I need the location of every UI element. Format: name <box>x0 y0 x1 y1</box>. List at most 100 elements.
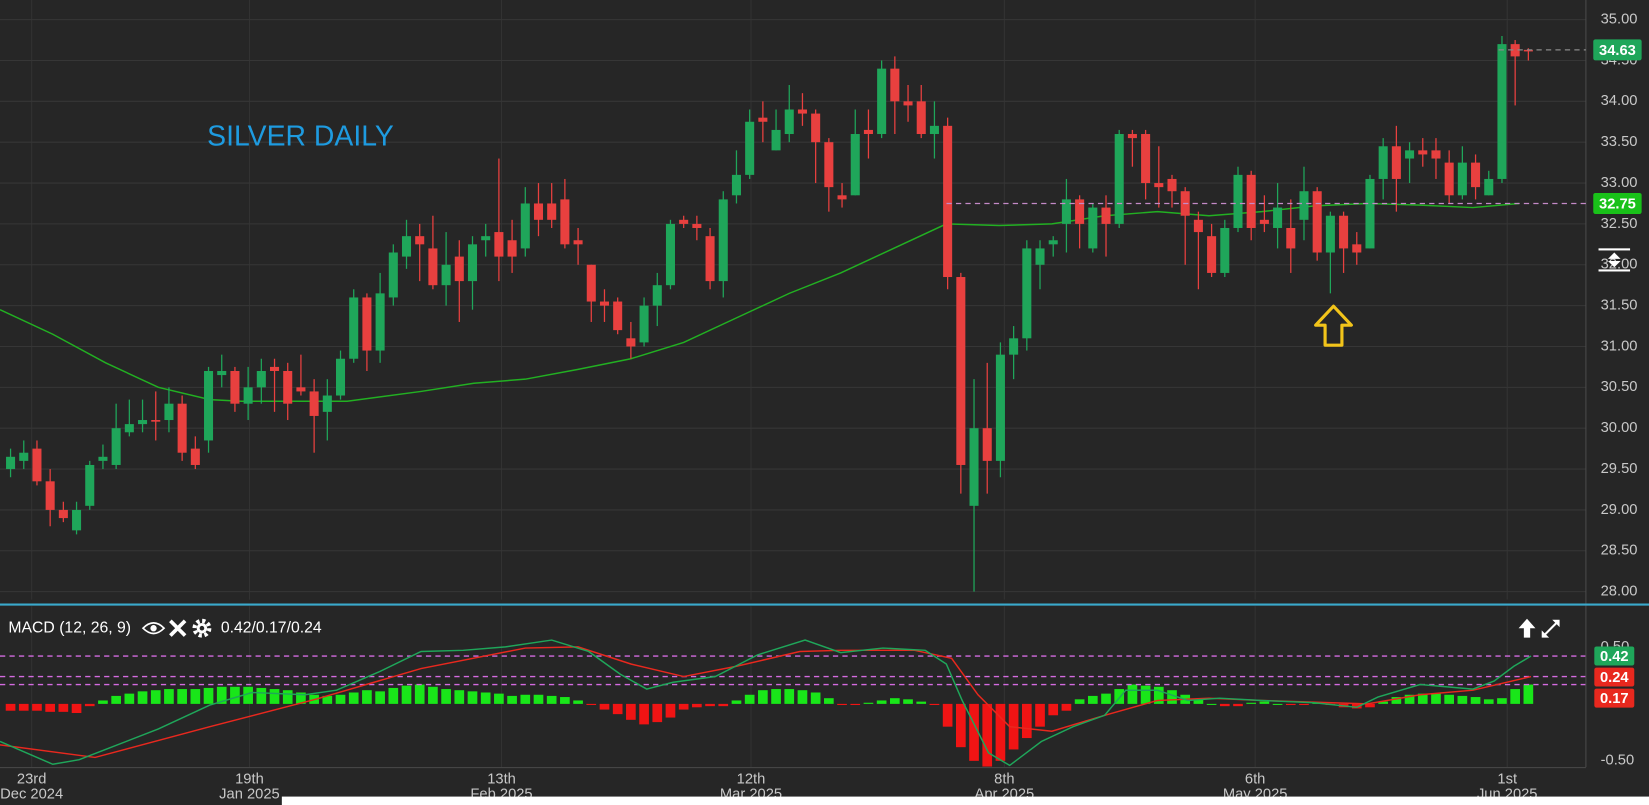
histogram-bar <box>599 703 610 710</box>
candle-body <box>204 370 214 441</box>
histogram-bar <box>282 690 293 704</box>
candle-body <box>1207 236 1217 273</box>
candle-body <box>1061 199 1071 224</box>
y-tick-label: 33.50 <box>1601 134 1638 150</box>
candle-body <box>415 236 425 245</box>
candle-body <box>520 203 530 249</box>
price-panel <box>0 0 1586 600</box>
candle-body <box>916 101 926 135</box>
histogram-bar <box>652 703 663 723</box>
candle-body <box>758 117 768 122</box>
histogram-bar <box>1193 699 1204 704</box>
visibility-icon[interactable] <box>141 622 166 635</box>
candle-body <box>599 301 610 306</box>
candle-body <box>1101 207 1111 224</box>
level-label: 0.42 <box>1600 649 1629 665</box>
x-tick-sublabel: Dec 2024 <box>0 786 63 802</box>
histogram-bar <box>124 693 135 704</box>
y-tick-label: 33.00 <box>1601 175 1638 191</box>
level-label-box <box>1594 688 1635 708</box>
candle-body <box>138 420 148 425</box>
histogram-bar <box>375 691 385 704</box>
histogram-bar <box>1523 684 1534 704</box>
histogram-bar <box>890 698 900 704</box>
histogram-bar <box>45 703 55 712</box>
histogram-bar <box>177 689 187 704</box>
histogram-bar <box>1285 703 1296 706</box>
histogram-bar <box>824 698 834 704</box>
histogram-bar <box>639 703 649 725</box>
candle-body <box>969 428 979 506</box>
x-tick-sublabel: Jan 2025 <box>219 786 280 802</box>
candle-body <box>85 464 95 506</box>
histogram-bar <box>1219 703 1230 707</box>
candle-body <box>679 219 689 224</box>
histogram-bar <box>665 703 676 718</box>
candle-body <box>1405 150 1415 159</box>
y-tick-label: 29.50 <box>1601 461 1638 477</box>
candle-body <box>560 199 570 245</box>
histogram-bar <box>837 703 847 706</box>
histogram-bar <box>1457 695 1468 704</box>
candle-body <box>1141 134 1151 184</box>
candle-body <box>375 293 385 351</box>
candle-body <box>692 223 702 228</box>
candle-body <box>850 134 860 196</box>
histogram-bar <box>546 695 557 704</box>
candle-body <box>454 256 464 282</box>
settings-icon[interactable] <box>192 618 212 638</box>
candle-body <box>428 248 438 286</box>
candle-body <box>547 203 557 220</box>
histogram-bar <box>190 689 201 704</box>
histogram-bar <box>1206 703 1217 705</box>
x-tick-label: 8th <box>994 772 1014 788</box>
candle-body <box>296 387 306 392</box>
histogram-bar <box>1087 695 1098 704</box>
histogram-bar <box>71 703 82 713</box>
candle-body <box>929 125 939 135</box>
histogram-bar <box>1140 685 1151 704</box>
histogram-bar <box>1035 703 1045 727</box>
histogram-bar <box>401 685 412 704</box>
candle-body <box>837 195 847 200</box>
remove-icon[interactable] <box>169 619 187 637</box>
candle-body <box>1391 146 1401 179</box>
histogram-bar <box>758 690 768 704</box>
candle-body <box>1299 191 1309 220</box>
candle-body <box>797 109 807 114</box>
histogram-bar <box>111 695 121 704</box>
y-tick-label: 35.00 <box>1601 12 1638 28</box>
histogram-bar <box>164 689 174 704</box>
x-tick-label: 23rd <box>17 772 46 788</box>
candle-body <box>401 236 412 257</box>
candle-body <box>903 101 913 106</box>
scale-icon[interactable] <box>1598 248 1631 272</box>
histogram-bar <box>1404 694 1415 704</box>
move-up-icon[interactable] <box>1518 618 1536 638</box>
histogram-bar <box>903 699 913 704</box>
candle-body <box>811 113 821 143</box>
candle-body <box>1312 191 1322 253</box>
histogram-bar <box>771 689 781 704</box>
candle-body <box>1352 244 1362 253</box>
histogram-bar <box>982 703 993 767</box>
candle-body <box>190 448 200 465</box>
candle-body <box>1378 146 1388 179</box>
histogram-bar <box>348 692 359 704</box>
candle-body <box>283 370 293 404</box>
y-tick-label: 34.00 <box>1601 93 1638 109</box>
candle-body <box>98 456 108 461</box>
histogram-bar <box>969 703 979 761</box>
candle-body <box>230 370 240 404</box>
x-tick-label: 12th <box>737 772 766 788</box>
histogram-bar <box>1378 701 1389 704</box>
candle-body <box>639 305 649 343</box>
y-tick-label: 31.50 <box>1601 298 1638 314</box>
histogram-bar <box>137 691 148 704</box>
candle-body <box>1048 240 1058 245</box>
candle-body <box>309 391 319 416</box>
candle-body <box>890 68 900 102</box>
histogram-bar <box>810 692 821 704</box>
candle-body <box>124 424 134 433</box>
candle-body <box>177 403 187 453</box>
